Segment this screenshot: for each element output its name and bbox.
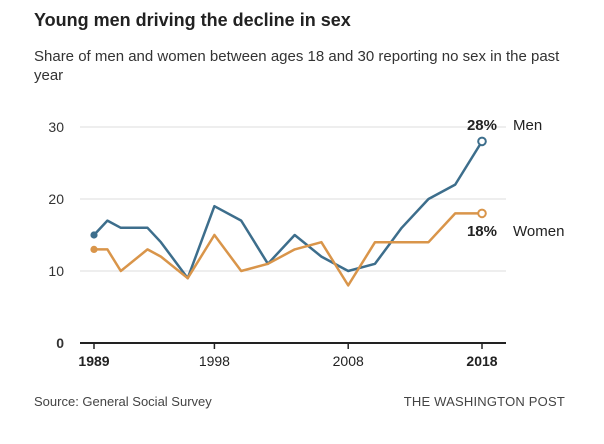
x-tick-label-2018: 2018 xyxy=(466,353,497,369)
x-tick-label-2008: 2008 xyxy=(333,353,364,369)
series-start-point-men xyxy=(90,231,98,239)
y-tick-label-0: 0 xyxy=(56,335,64,351)
y-tick-label-20: 20 xyxy=(48,191,64,207)
x-tick-label-1989: 1989 xyxy=(78,353,109,369)
series-name-label-women: Women xyxy=(513,223,564,240)
end-value-label-men: 28% xyxy=(467,117,497,134)
y-tick-label-30: 30 xyxy=(48,119,64,135)
y-tick-label-10: 10 xyxy=(48,263,64,279)
series-name-label-men: Men xyxy=(513,117,542,134)
series-end-point-men xyxy=(477,136,487,147)
series-line-men xyxy=(92,140,484,280)
series-line-women xyxy=(92,212,484,287)
x-tick-label-1998: 1998 xyxy=(199,353,230,369)
publisher-credit: THE WASHINGTON POST xyxy=(403,394,565,409)
source-note: Source: General Social Survey xyxy=(34,394,212,409)
series-start-point-women xyxy=(90,245,98,253)
chart-subtitle: Share of men and women between ages 18 a… xyxy=(34,48,560,84)
series-end-point-women xyxy=(477,208,487,219)
end-value-label-women: 18% xyxy=(467,223,497,240)
chart-title: Young men driving the decline in sex xyxy=(34,10,351,30)
